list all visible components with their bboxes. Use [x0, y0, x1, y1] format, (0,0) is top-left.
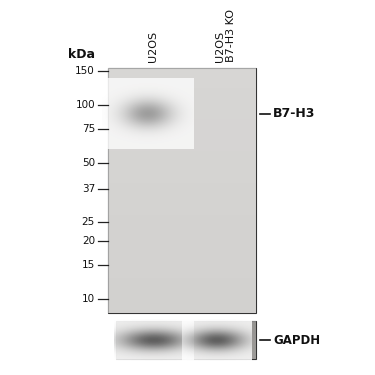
Text: 15: 15	[82, 260, 95, 270]
Text: U2OS: U2OS	[148, 31, 158, 62]
Text: 75: 75	[82, 124, 95, 134]
Text: 37: 37	[82, 184, 95, 194]
Bar	[116, 321, 256, 359]
Text: B7-H3: B7-H3	[273, 107, 315, 120]
Text: U2OS
B7-H3 KO: U2OS B7-H3 KO	[214, 9, 236, 62]
Bar	[108, 68, 256, 313]
Text: 100: 100	[75, 100, 95, 110]
Text: 50: 50	[82, 159, 95, 168]
Text: 10: 10	[82, 294, 95, 304]
Text: 25: 25	[82, 217, 95, 227]
Text: 20: 20	[82, 236, 95, 246]
Text: kDa: kDa	[68, 48, 95, 60]
Text: GAPDH: GAPDH	[273, 333, 320, 346]
Text: 150: 150	[75, 66, 95, 76]
